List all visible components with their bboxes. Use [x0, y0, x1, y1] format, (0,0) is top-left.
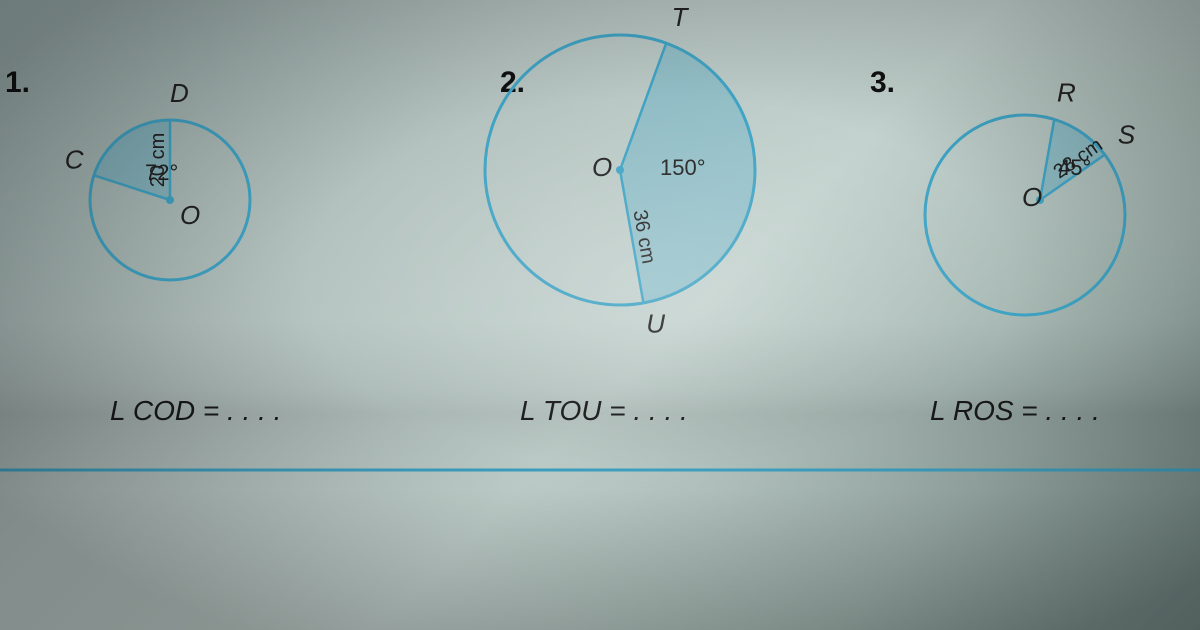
point-label-U: U [646, 309, 665, 339]
equation: L ROS = . . . . [930, 395, 1100, 426]
point-label-C: C [65, 144, 84, 174]
angle-label: 150° [660, 155, 706, 180]
point-label-T: T [672, 2, 690, 32]
center-dot [166, 196, 174, 204]
problem-3: 3.ORS45°28 cmL ROS = . . . . [870, 66, 1136, 426]
center-label: O [592, 152, 612, 182]
point-label-D: D [170, 78, 189, 108]
problem-number: 2. [500, 66, 525, 99]
center-label: O [1022, 182, 1042, 212]
radius-label: 20 cm [147, 133, 169, 187]
problem-number: 3. [870, 66, 895, 99]
point-label-R: R [1057, 78, 1076, 108]
problem-number: 1. [5, 66, 30, 99]
problem-1: 1.ODC72°20 cmL COD = . . . . [5, 66, 281, 426]
problem-2: 2.OTU150°36 cmL TOU = . . . . [485, 2, 755, 426]
center-dot [616, 166, 624, 174]
equation: L TOU = . . . . [520, 395, 688, 426]
point-label-S: S [1118, 119, 1136, 149]
center-label: O [180, 200, 200, 230]
equation: L COD = . . . . [110, 395, 281, 426]
